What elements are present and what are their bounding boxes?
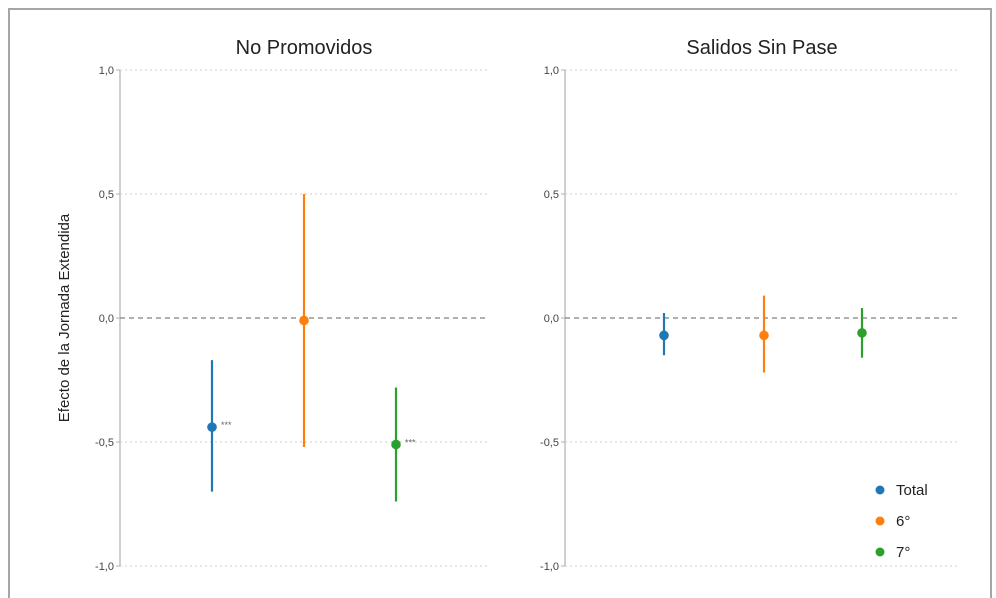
legend-marker (875, 547, 885, 557)
y-tick-label: -0,5 (95, 437, 114, 449)
y-tick-label: 0,5 (99, 189, 114, 201)
y-tick-label: -1,0 (95, 561, 114, 573)
legend-label: 7° (896, 544, 910, 561)
legend-label: Total (896, 482, 928, 499)
point-estimate-total (207, 422, 217, 432)
significance-label: *** (221, 420, 232, 430)
panel-no-promovidos: No Promovidos Efecto de la Jornada Exten… (56, 37, 488, 573)
point-estimate-total (659, 330, 669, 341)
y-tick-label: -0,5 (540, 437, 559, 449)
point-estimate-7 (391, 439, 401, 450)
y-tick-label: 0,0 (99, 313, 114, 325)
legend: Total 6° 7° (875, 482, 928, 561)
legend-marker (875, 485, 885, 495)
y-tick-label: 0,0 (544, 313, 559, 325)
panel-title-no-promovidos: No Promovidos (236, 37, 373, 59)
point-estimate-6 (299, 315, 309, 326)
point-estimate-7 (857, 328, 867, 338)
legend-label: 6° (896, 513, 910, 530)
significance-label: *** (405, 437, 416, 447)
panel-title-salidos-sin-pase: Salidos Sin Pase (686, 37, 837, 59)
y-tick-label: 0,5 (544, 189, 559, 201)
legend-marker (875, 516, 885, 526)
chart-frame (8, 8, 992, 598)
y-tick-label: -1,0 (540, 561, 559, 573)
y-tick-label: 1,0 (99, 65, 114, 77)
y-axis-label: Efecto de la Jornada Extendida (56, 213, 73, 422)
y-tick-label: 1,0 (544, 65, 559, 77)
panel-salidos-sin-pase: Salidos Sin Pase 1,0 0,5 0,0 -0,5 -1,0 (540, 37, 960, 573)
point-estimate-6 (759, 330, 769, 341)
